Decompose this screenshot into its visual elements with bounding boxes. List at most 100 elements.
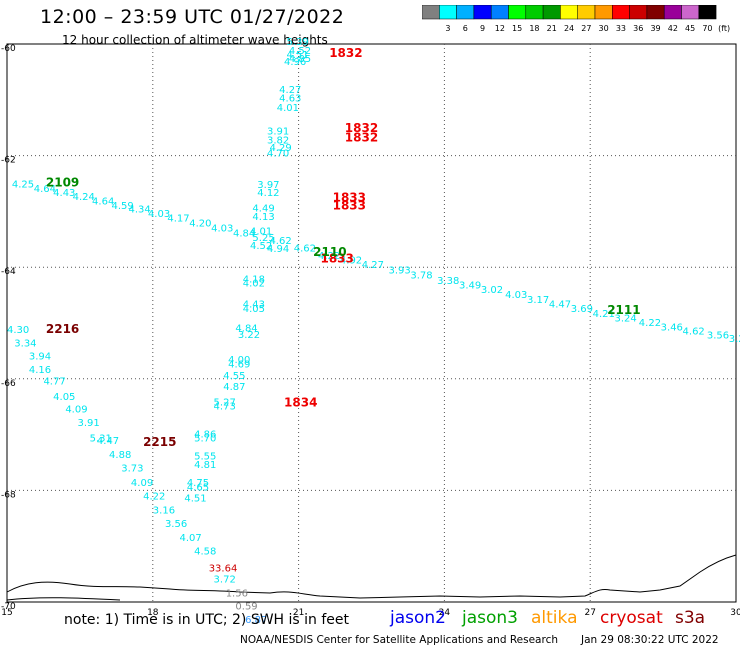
wave-height-point: 4.64 (34, 184, 56, 195)
legend-label: 27 (581, 24, 591, 33)
legend-swatch (698, 5, 717, 20)
x-tick-label: 30 (730, 608, 740, 618)
satellite-s3a-label: s3a (675, 608, 706, 628)
legend-label: 3 (445, 24, 450, 33)
wave-height-point: 3.02 (481, 285, 503, 296)
coastline-path (6, 554, 737, 599)
wave-height-point: 4.05 (53, 392, 75, 403)
wave-height-point: 4.47 (97, 436, 119, 447)
wave-height-point: 3.56 (707, 331, 729, 342)
y-tick-label: -60 (1, 44, 16, 54)
wave-height-point: 4.29 (269, 143, 291, 154)
plot-grid (7, 44, 736, 602)
wave-height-point: 4.01 (277, 103, 299, 114)
wave-height-point: 5.27 (214, 398, 236, 409)
wave-height-point: 4.13 (252, 212, 274, 223)
wave-height-point: 3.91 (267, 126, 289, 137)
wave-height-point: 4.17 (167, 213, 189, 224)
legend-label: 21 (547, 24, 557, 33)
wave-height-point: 4.20 (189, 218, 211, 229)
chart-title: 12:00 – 23:59 UTC 01/27/2022 (40, 6, 345, 28)
wave-height-point: 5.31 (90, 433, 112, 444)
wave-height-point: 4.62 (683, 327, 705, 338)
x-tick-label: 21 (293, 608, 304, 618)
y-tick-label: -70 (1, 602, 16, 612)
wave-height-point: 4.59 (111, 201, 133, 212)
wave-height-point: 5.25 (252, 233, 274, 244)
wave-height-point: 4.43 (53, 188, 75, 199)
wave-height-point: 4.84 (235, 323, 257, 334)
credit-text: NOAA/NESDIS Center for Satellite Applica… (240, 634, 558, 646)
wave-height-point: 4.27 (279, 85, 301, 96)
wave-height-point: 3.69 (571, 304, 593, 315)
wave-height-point: 1.56 (226, 588, 248, 599)
legend-label: 45 (685, 24, 695, 33)
legend-label: 42 (668, 24, 678, 33)
wave-height-point: 3.38 (437, 276, 459, 287)
wave-height-point: 5.70 (194, 433, 216, 444)
wave-height-point: 3.97 (257, 180, 279, 191)
wave-height-point: 4.22 (318, 251, 340, 262)
legend-label: 9 (480, 24, 485, 33)
pass-id-label: 1834 (284, 396, 317, 410)
wave-height-point: 4.05 (243, 304, 265, 315)
pass-id-label: 1832 (345, 121, 378, 135)
legend-label: 6 (463, 24, 468, 33)
wave-height-point: 4.81 (194, 460, 216, 471)
wave-height-point: 4.34 (129, 205, 151, 216)
wave-height-point: 4.58 (194, 547, 216, 558)
legend-label: 18 (529, 24, 539, 33)
wave-height-point: 4.73 (214, 401, 236, 412)
wave-height-point: 4.25 (12, 179, 34, 190)
wave-height-point: 3.24 (729, 334, 740, 345)
wave-height-point: 4.24 (73, 192, 95, 203)
y-tick-label: -66 (1, 379, 16, 389)
wave-height-point: 4.87 (223, 382, 245, 393)
wave-height-point: 4.92 (340, 255, 362, 266)
wave-height-point: 3.17 (527, 295, 549, 306)
axis-ticks: 15 18 21 24 27 30 -60 -62 -64 -66 -68 -70 (1, 44, 740, 618)
wave-height-point: 4.64 (92, 197, 114, 208)
wave-height-point: 4.09 (131, 478, 153, 489)
legend-label: 30 (599, 24, 609, 33)
legend-label: 39 (650, 24, 660, 33)
wave-height-point: 4.96 (284, 57, 306, 68)
wave-height-point: 3.73 (121, 463, 143, 474)
wave-height-point: 4.07 (180, 533, 202, 544)
pass-id-label: 2215 (143, 435, 176, 449)
wave-height-point: 3.82 (267, 135, 289, 146)
pass-id-label: 1833 (333, 199, 366, 213)
wave-height-point: 3.34 (14, 338, 36, 349)
wave-height-point: 4.63 (279, 93, 301, 104)
pass-id-label: 2216 (46, 322, 79, 336)
wave-height-point: 4.03 (148, 209, 170, 220)
wave-height-point: 4.47 (549, 299, 571, 310)
wave-height-point: 4.84 (233, 229, 255, 240)
pass-id-label: 2111 (607, 303, 640, 317)
wave-height-point: 4.09 (65, 404, 87, 415)
wave-height-point: 4.52 (250, 241, 272, 252)
wave-height-point: 4.00 (228, 355, 250, 366)
wave-height-point: 4.75 (187, 478, 209, 489)
wave-height-point: 4.22 (143, 491, 165, 502)
wave-height-point: 4.21 (593, 309, 615, 320)
wave-height-point: 4.49 (252, 203, 274, 214)
wave-height-point: 4.03 (211, 223, 233, 234)
pass-id-label: 2109 (46, 175, 79, 189)
wave-height-point: 4.77 (43, 376, 65, 387)
measurement-points: 4.25 4.644.434.244.644.594.344.034.17 4.20… (7, 37, 740, 626)
legend-label: 12 (495, 24, 505, 33)
satellite-altika-label: altika (531, 608, 578, 628)
footer-note: note: 1) Time is in UTC; 2) SWH is in fe… (64, 612, 350, 628)
y-tick-label: -68 (1, 490, 16, 500)
wave-height-point: 3.91 (77, 418, 99, 429)
wave-height-point: 3.22 (238, 330, 260, 341)
legend-label: 36 (633, 24, 643, 33)
legend-label: 70 (702, 24, 712, 33)
x-tick-label: 18 (147, 608, 159, 618)
wave-height-point: 6.87 (245, 615, 267, 626)
wave-height-point: 4.62 (294, 244, 316, 255)
wave-height-point: 4.65 (187, 482, 209, 493)
wave-height-point: 3.78 (410, 270, 432, 281)
wave-height-point: 3.16 (153, 505, 175, 516)
